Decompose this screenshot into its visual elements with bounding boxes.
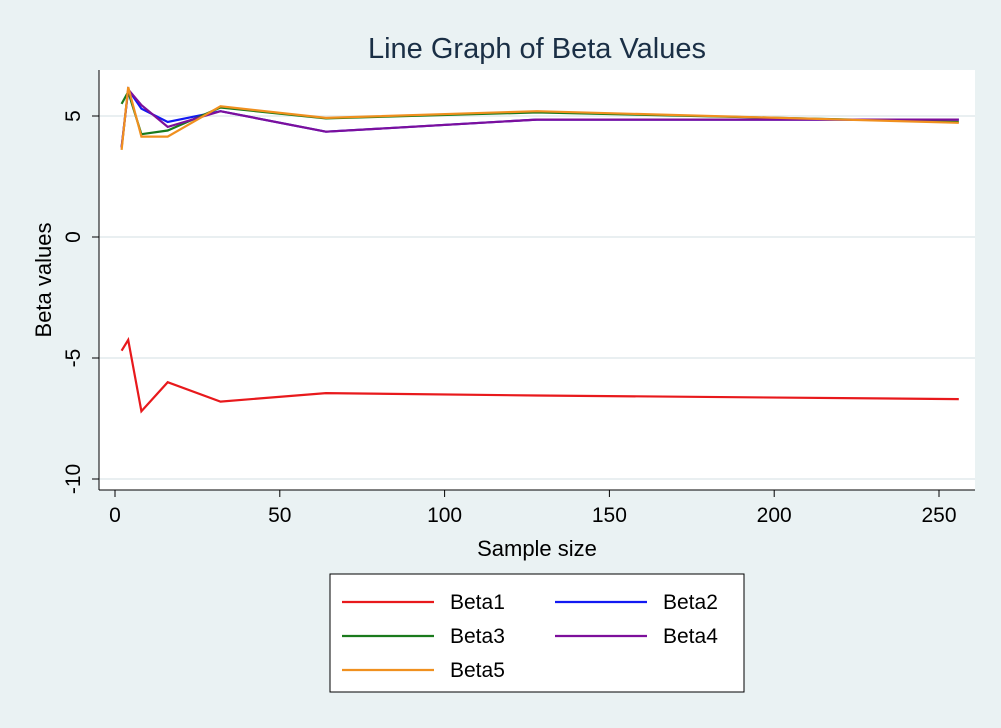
legend-item-beta2: Beta2 xyxy=(555,591,718,614)
chart-title: Line Graph of Beta Values xyxy=(368,33,706,65)
x-tick-label: 50 xyxy=(268,504,291,527)
legend-item-beta1: Beta1 xyxy=(342,591,505,614)
series-lines xyxy=(120,86,959,414)
series-line-beta1 xyxy=(120,336,959,414)
legend-label: Beta5 xyxy=(450,659,505,682)
x-axis-ticks: 0 50 100 150 200 250 xyxy=(109,490,957,527)
x-tick-label: 250 xyxy=(921,504,956,527)
x-axis-label: Sample size xyxy=(477,536,597,561)
y-axis-ticks: -10 -5 0 5 xyxy=(62,110,99,494)
series-line-beta5 xyxy=(120,86,959,151)
x-tick-label: 200 xyxy=(757,504,792,527)
legend-item-beta5: Beta5 xyxy=(342,659,505,682)
y-tick-label: 0 xyxy=(62,231,85,243)
legend-label: Beta4 xyxy=(663,625,718,648)
x-tick-label: 150 xyxy=(592,504,627,527)
legend-label: Beta2 xyxy=(663,591,718,614)
y-tick-label: -5 xyxy=(62,349,85,368)
legend: Beta1 Beta2 Beta3 Beta4 Beta5 xyxy=(342,591,718,682)
x-tick-label: 0 xyxy=(109,504,121,527)
legend-item-beta4: Beta4 xyxy=(555,625,718,648)
y-axis-label: Beta values xyxy=(31,223,56,338)
legend-label: Beta1 xyxy=(450,591,505,614)
x-tick-label: 100 xyxy=(427,504,462,527)
legend-label: Beta3 xyxy=(450,625,505,648)
legend-item-beta3: Beta3 xyxy=(342,625,505,648)
y-tick-label: -10 xyxy=(62,464,85,494)
legend-box xyxy=(329,573,745,693)
y-tick-label: 5 xyxy=(62,110,85,122)
plot-area xyxy=(99,70,975,490)
